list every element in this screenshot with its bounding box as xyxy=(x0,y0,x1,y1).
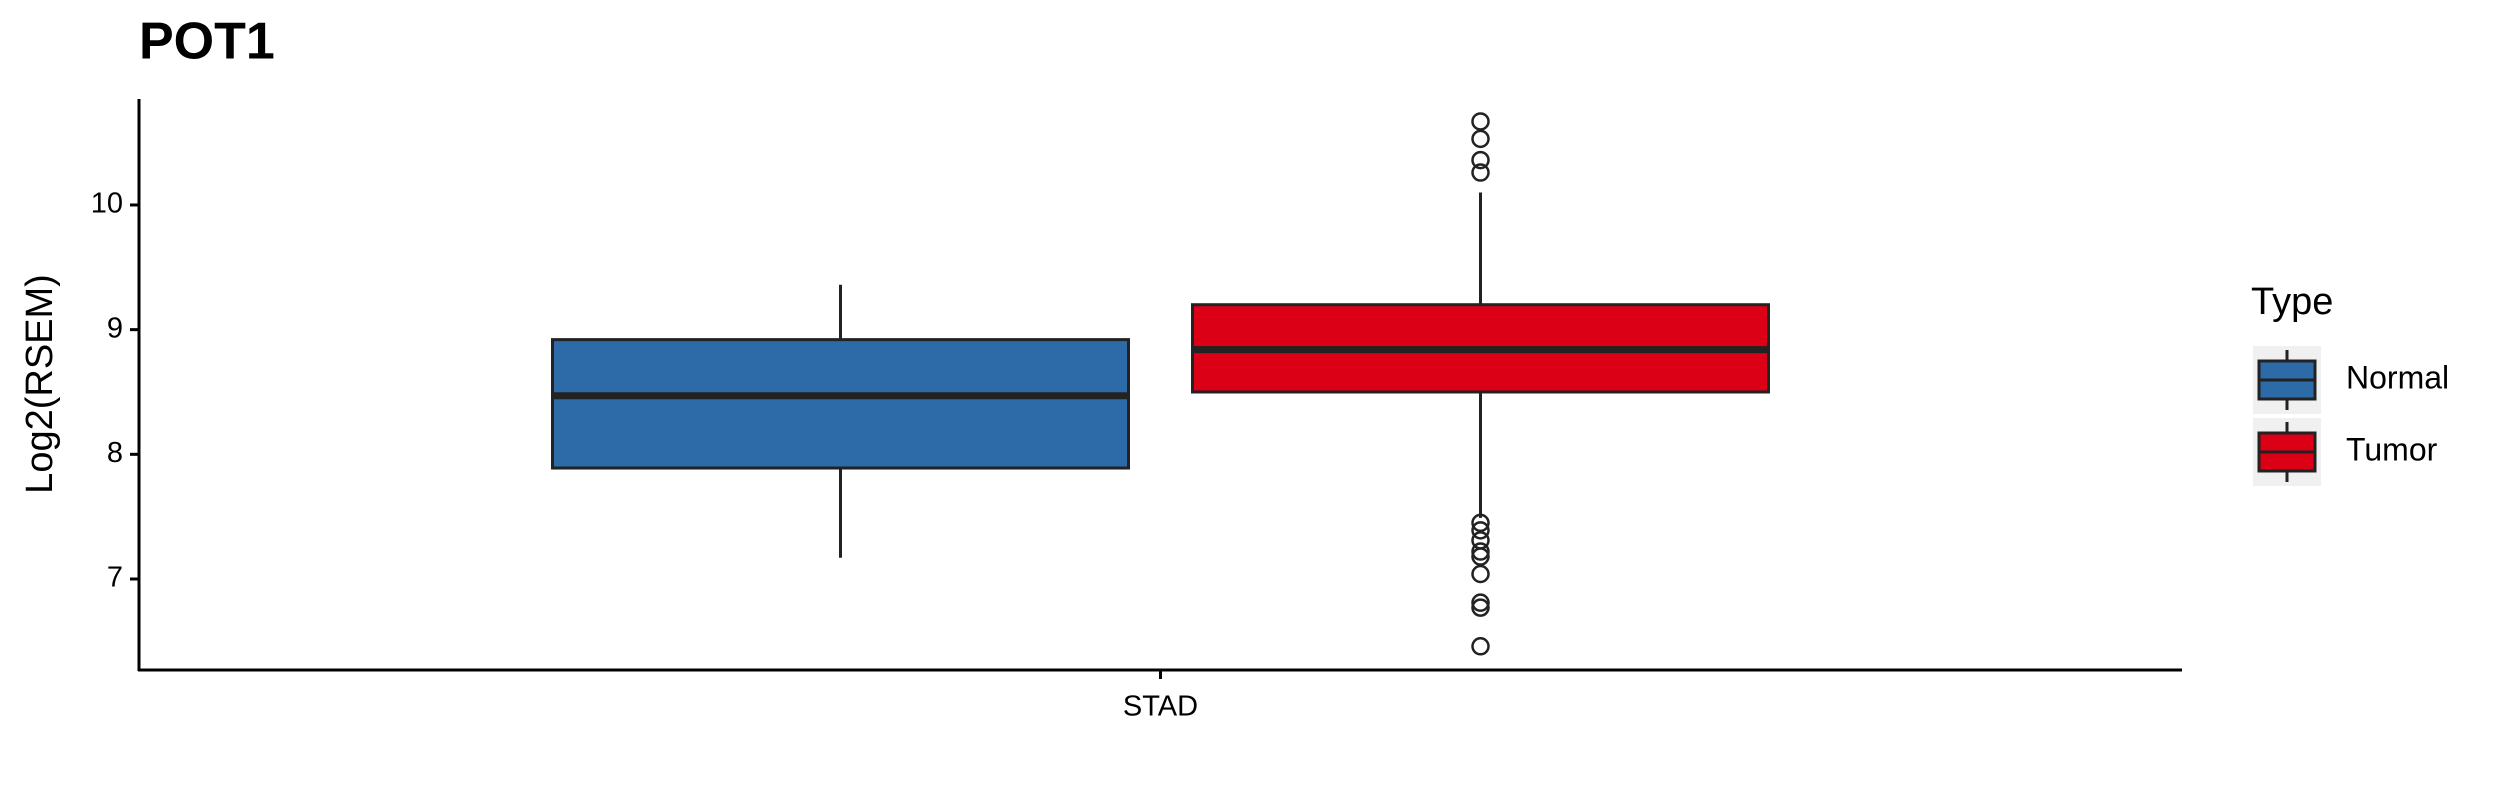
y-axis-title: Log2(RSEM) xyxy=(19,274,61,494)
outlier xyxy=(1471,521,1490,540)
y-tick-label: 8 xyxy=(107,437,123,469)
outlier xyxy=(1471,163,1490,182)
legend-title: Type xyxy=(2251,281,2333,323)
legend-label: Normal xyxy=(2346,359,2449,395)
box xyxy=(551,338,1130,470)
outlier xyxy=(1471,513,1490,533)
legend-label: Tumor xyxy=(2346,431,2438,467)
y-tick-label: 10 xyxy=(91,188,123,220)
outlier xyxy=(1471,547,1490,566)
y-tick-label: 9 xyxy=(107,312,123,344)
outlier xyxy=(1471,150,1490,170)
outlier xyxy=(1471,598,1490,617)
chart-title: POT1 xyxy=(139,13,275,71)
outlier xyxy=(1471,637,1490,656)
outlier xyxy=(1471,129,1490,149)
outlier xyxy=(1471,593,1490,612)
outlier xyxy=(1471,112,1490,131)
outlier xyxy=(1471,542,1490,561)
x-tick-label: STAD xyxy=(1123,691,1198,723)
outlier xyxy=(1471,564,1490,584)
y-tick-label: 7 xyxy=(107,562,123,594)
